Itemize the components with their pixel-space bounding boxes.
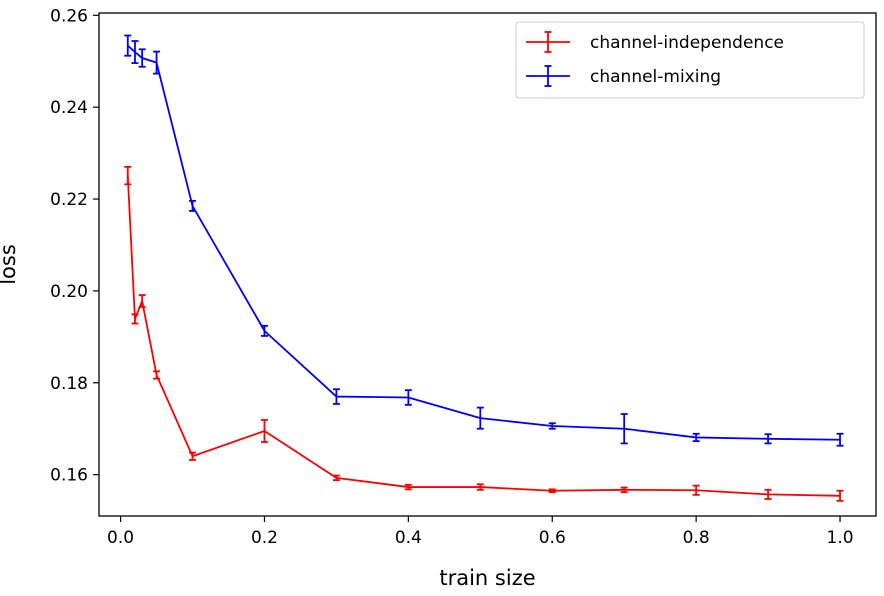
y-tick-label: 0.26 [50,6,88,26]
error-bar [260,324,268,337]
error-bar [138,48,146,68]
y-tick-label: 0.22 [50,190,88,210]
y-tick-label: 0.24 [50,98,88,118]
x-tick-label: 0.4 [395,528,422,548]
legend-item: channel-mixing [526,65,721,87]
y-tick-label: 0.20 [50,282,88,302]
series-channel-mixing [124,34,844,447]
error-bar [189,199,197,212]
error-bar [476,483,484,491]
error-bar [692,432,700,443]
error-bar [764,433,772,445]
ticks-layer: 0.0 0.2 0.4 0.6 0.8 1.0 0.16 0.18 0.20 0.22 0.24 0.… [50,6,853,548]
legend-items: channel-independence channel-mixing [526,31,784,87]
series-line [127,44,841,441]
error-bar [189,451,197,461]
y-axis-label: loss [0,244,20,285]
x-tick-label: 1.0 [827,528,854,548]
error-bar [153,50,161,75]
legend-label: channel-independence [590,33,784,53]
error-bar [131,313,139,325]
x-tick-label: 0.6 [539,528,566,548]
error-bar [404,483,412,491]
error-bar [138,294,146,308]
error-bar [153,370,161,380]
error-bar [131,40,139,64]
y-tick-label: 0.18 [50,374,88,394]
series-layer [124,34,844,502]
series-channel-independence [124,165,844,502]
error-bar [124,34,132,57]
error-bar [260,419,268,443]
error-bar [836,432,844,447]
error-bar [404,389,412,406]
x-tick-label: 0.2 [251,528,278,548]
x-tick-label: 0.8 [683,528,710,548]
legend-box [515,21,865,99]
error-bar [332,388,340,405]
series-line [126,175,841,497]
error-bar [692,484,700,496]
error-bar [548,488,556,494]
plot-frame [98,12,877,517]
x-tick-label: 0.0 [107,528,134,548]
error-bar [548,422,556,430]
error-bar [836,489,844,502]
error-bar [476,406,484,430]
error-bar [332,474,340,482]
legend-label: channel-mixing [590,67,721,87]
error-bar [124,165,132,186]
error-bar [764,488,772,500]
x-axis-label: train size [439,566,535,590]
legend: channel-independence channel-mixing [515,21,865,99]
legend-item: channel-independence [526,31,784,53]
error-bar [620,486,628,494]
error-bar [620,413,628,445]
y-tick-label: 0.16 [50,466,88,486]
